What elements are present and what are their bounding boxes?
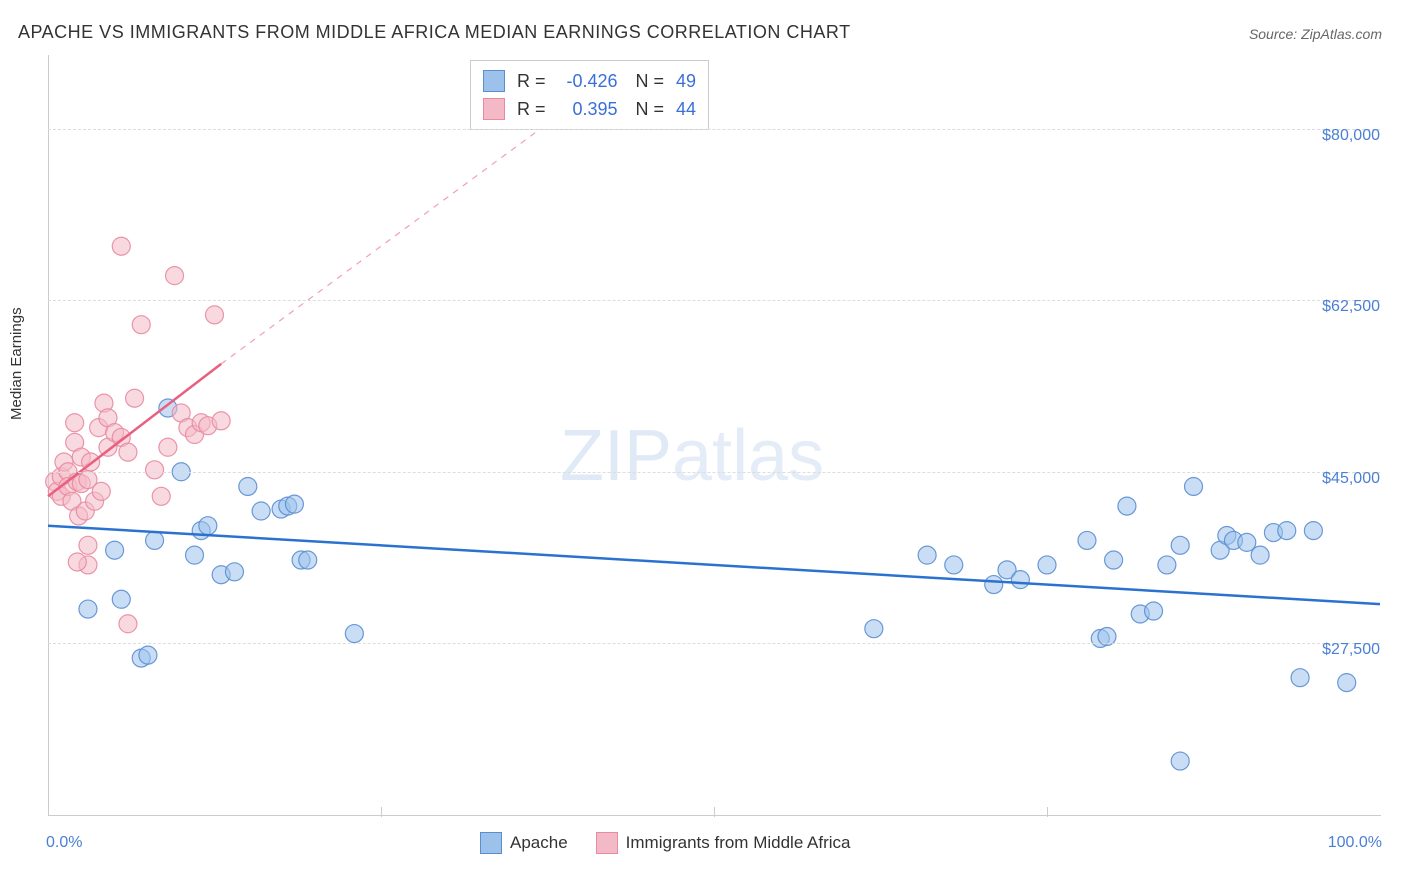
x-tick-label: 0.0% <box>46 834 82 852</box>
data-point <box>206 306 224 324</box>
data-point <box>112 590 130 608</box>
gridline <box>48 643 1380 644</box>
data-point <box>112 237 130 255</box>
legend-n-label: N = <box>636 99 665 120</box>
data-point <box>92 482 110 500</box>
data-point <box>1251 546 1269 564</box>
data-point <box>1171 536 1189 554</box>
data-point <box>1118 497 1136 515</box>
data-point <box>239 477 257 495</box>
legend-n-label: N = <box>636 71 665 92</box>
chart-container: APACHE VS IMMIGRANTS FROM MIDDLE AFRICA … <box>0 0 1406 892</box>
data-point <box>1278 522 1296 540</box>
data-point <box>119 615 137 633</box>
data-point <box>345 625 363 643</box>
data-point <box>79 536 97 554</box>
data-point <box>985 576 1003 594</box>
data-point <box>1291 669 1309 687</box>
data-point <box>918 546 936 564</box>
data-point <box>1171 752 1189 770</box>
data-point <box>865 620 883 638</box>
data-point <box>225 563 243 581</box>
x-tick <box>381 807 382 817</box>
legend-item: Immigrants from Middle Africa <box>596 832 851 854</box>
data-point <box>212 412 230 430</box>
scatter-plot-svg <box>48 55 1380 815</box>
y-tick-label: $45,000 <box>1322 470 1380 488</box>
legend-swatch <box>483 70 505 92</box>
data-point <box>126 389 144 407</box>
data-point <box>1011 571 1029 589</box>
data-point <box>146 531 164 549</box>
source-attribution: Source: ZipAtlas.com <box>1249 26 1382 42</box>
data-point <box>945 556 963 574</box>
legend-r-label: R = <box>517 71 546 92</box>
data-point <box>199 517 217 535</box>
data-point <box>146 461 164 479</box>
data-point <box>166 267 184 285</box>
gridline <box>48 300 1380 301</box>
legend-n-value: 44 <box>676 99 696 120</box>
x-tick <box>714 807 715 817</box>
legend-r-label: R = <box>517 99 546 120</box>
data-point <box>1038 556 1056 574</box>
legend-swatch <box>480 832 502 854</box>
y-tick-label: $62,500 <box>1322 298 1380 316</box>
data-point <box>79 600 97 618</box>
data-point <box>1158 556 1176 574</box>
data-point <box>132 316 150 334</box>
data-point <box>1185 477 1203 495</box>
data-point <box>119 443 137 461</box>
legend-swatch <box>483 98 505 120</box>
legend-n-value: 49 <box>676 71 696 92</box>
data-point <box>1078 531 1096 549</box>
chart-title: APACHE VS IMMIGRANTS FROM MIDDLE AFRICA … <box>18 22 851 43</box>
legend-label: Apache <box>510 833 568 853</box>
data-point <box>1338 674 1356 692</box>
legend-r-value: 0.395 <box>558 99 618 120</box>
data-point <box>299 551 317 569</box>
data-point <box>66 414 84 432</box>
data-point <box>1105 551 1123 569</box>
legend-label: Immigrants from Middle Africa <box>626 833 851 853</box>
data-point <box>1304 522 1322 540</box>
legend-r-value: -0.426 <box>558 71 618 92</box>
y-tick-label: $80,000 <box>1322 127 1380 145</box>
data-point <box>1145 602 1163 620</box>
data-point <box>139 646 157 664</box>
data-point <box>159 438 177 456</box>
legend-item: Apache <box>480 832 568 854</box>
correlation-legend: R = -0.426 N = 49 R = 0.395 N = 44 <box>470 60 709 130</box>
data-point <box>152 487 170 505</box>
gridline <box>48 129 1380 130</box>
legend-row: R = 0.395 N = 44 <box>483 95 696 123</box>
x-tick <box>1047 807 1048 817</box>
data-point <box>186 546 204 564</box>
data-point <box>252 502 270 520</box>
data-point <box>285 495 303 513</box>
y-tick-label: $27,500 <box>1322 641 1380 659</box>
series-legend: Apache Immigrants from Middle Africa <box>480 832 851 854</box>
data-point <box>68 553 86 571</box>
gridline <box>48 472 1380 473</box>
legend-swatch <box>596 832 618 854</box>
y-axis-label: Median Earnings <box>8 307 25 420</box>
data-point <box>106 541 124 559</box>
x-tick-label: 100.0% <box>1328 834 1382 852</box>
legend-row: R = -0.426 N = 49 <box>483 67 696 95</box>
